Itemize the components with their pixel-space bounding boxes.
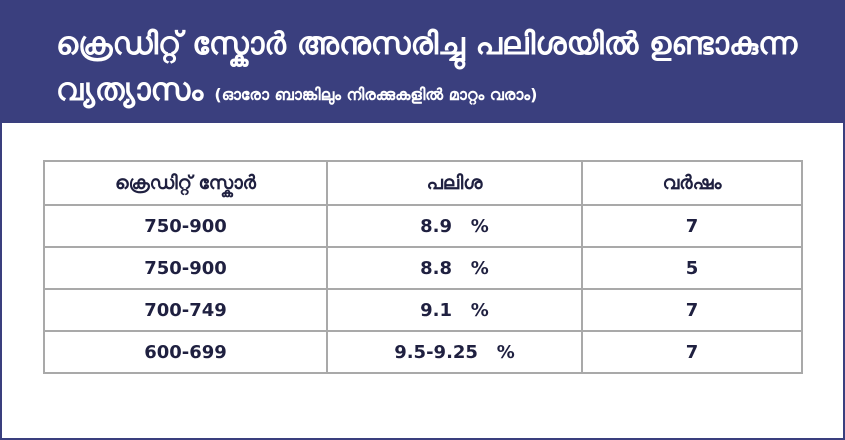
column-header-interest: പലിശ xyxy=(326,160,583,206)
cell-credit-score: 750-900 xyxy=(43,246,328,290)
subtitle-note: (ഓരോ ബാങ്കിലും നിരക്കുകളിൽ മാറ്റം വരാം) xyxy=(214,85,538,104)
cell-credit-score: 600-699 xyxy=(43,330,328,374)
cell-interest-rate: 8.8 % xyxy=(326,246,583,290)
title-line-2: വ്യത്യാസം (ഓരോ ബാങ്കിലും നിരക്കുകളിൽ മാറ… xyxy=(56,70,537,115)
column-header-years: വർഷം xyxy=(581,160,803,206)
cell-years: 7 xyxy=(581,204,803,248)
table-header-row: ക്രെഡിറ്റ് സ്കോർ പലിശ വർഷം xyxy=(43,160,803,206)
table-row: 700-749 9.1 % 7 xyxy=(43,288,803,332)
cell-years: 7 xyxy=(581,330,803,374)
cell-interest-rate: 9.5-9.25 % xyxy=(326,330,583,374)
table-row: 750-900 8.8 % 5 xyxy=(43,246,803,290)
interest-rate-table: ക്രെഡിറ്റ് സ്കോർ പലിശ വർഷം 750-900 8.9 %… xyxy=(43,160,803,374)
table-row: 750-900 8.9 % 7 xyxy=(43,204,803,248)
cell-interest-rate: 8.9 % xyxy=(326,204,583,248)
cell-years: 5 xyxy=(581,246,803,290)
header-banner: ക്രെഡിറ്റ് സ്കോർ അനുസരിച്ചു പലിശയിൽ ഉണ്ട… xyxy=(2,2,843,123)
cell-years: 7 xyxy=(581,288,803,332)
cell-credit-score: 750-900 xyxy=(43,204,328,248)
title-line-2-text: വ്യത്യാസം xyxy=(56,72,204,108)
table-row: 600-699 9.5-9.25 % 7 xyxy=(43,330,803,374)
column-header-credit-score: ക്രെഡിറ്റ് സ്കോർ xyxy=(43,160,328,206)
title-line-1: ക്രെഡിറ്റ് സ്കോർ അനുസരിച്ചു പലിശയിൽ ഉണ്ട… xyxy=(56,26,798,62)
cell-interest-rate: 9.1 % xyxy=(326,288,583,332)
cell-credit-score: 700-749 xyxy=(43,288,328,332)
